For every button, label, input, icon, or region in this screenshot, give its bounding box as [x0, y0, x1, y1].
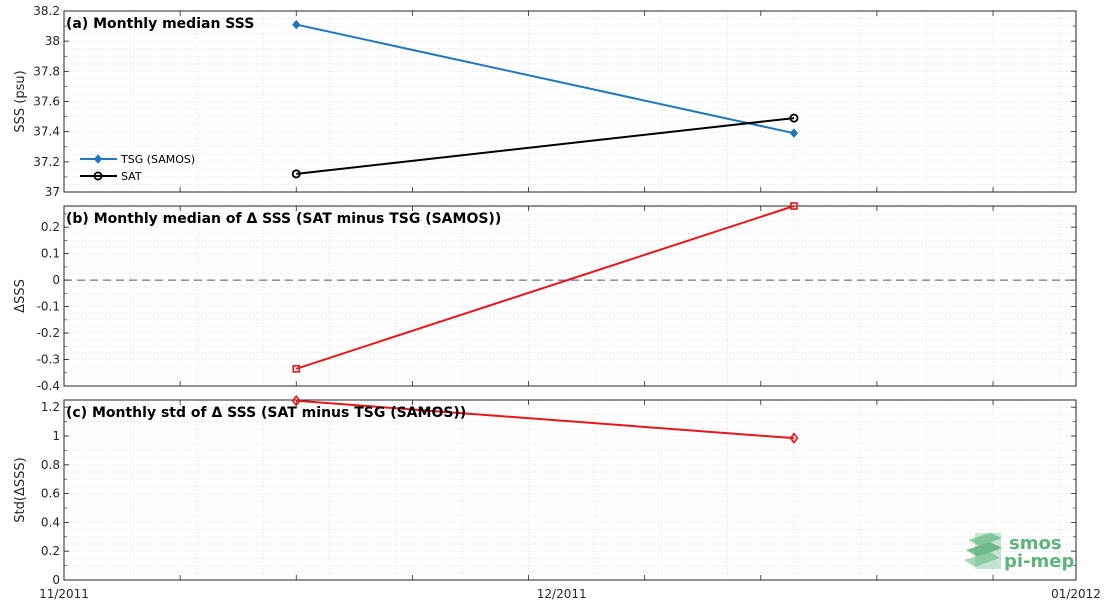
y-tick-label: 0 — [52, 573, 60, 587]
series-line — [296, 117, 795, 175]
y-tick-label: 37.2 — [33, 155, 60, 169]
x-tick-label: 11/2011 — [39, 587, 89, 601]
y-tick-label: 1.2 — [41, 400, 60, 414]
panel-a: 37 37.2 37.4 37.6 37.8 38 38.2 SSS (psu) (a) Mon… — [13, 4, 1077, 199]
axes-box — [63, 205, 1077, 387]
logo-line2: pi-mep — [1004, 551, 1074, 572]
y-tick-label: 0.6 — [41, 487, 60, 501]
data-point — [790, 202, 798, 210]
data-point — [291, 169, 301, 179]
logo-mark — [964, 533, 1002, 569]
y-tick-label: 0.4 — [41, 515, 60, 529]
data-point — [789, 113, 799, 123]
series-line — [296, 399, 795, 440]
legend: TSG (SAMOS) SAT — [80, 153, 195, 183]
data-point — [292, 364, 301, 373]
data-point — [789, 128, 799, 138]
panel-title: (c) Monthly std of Δ SSS (SAT minus TSG … — [66, 405, 466, 421]
series-line — [296, 23, 795, 135]
y-tick-label: 0.1 — [41, 247, 60, 261]
y-tick-label: 38 — [45, 34, 60, 48]
data-point — [291, 394, 301, 407]
y-tick-label: 37.4 — [33, 125, 60, 139]
panel-b: -0.4 -0.3 -0.2 -0.1 0 0.1 0.2 ΔSSS (b) Monthly m… — [13, 202, 1077, 393]
y-tick-label: -0.4 — [37, 379, 60, 393]
panel-title: (b) Monthly median of Δ SSS (SAT minus T… — [66, 211, 501, 227]
y-tick-label: 38.2 — [33, 4, 60, 18]
y-tick-label: -0.1 — [37, 300, 60, 314]
smos-pi-mep-logo: smos pi-mep — [964, 533, 1074, 572]
plot-area — [64, 206, 1076, 386]
y-tick-label: 0 — [52, 273, 60, 287]
data-point — [93, 171, 103, 181]
panel-c: 0 0.2 0.4 0.6 0.8 1 1.2 Std(ΔSSS) (c) Monthly st… — [13, 394, 1077, 587]
y-tick-label: 37.8 — [33, 64, 60, 78]
y-tick-label: 0.2 — [41, 544, 60, 558]
axes-box — [63, 399, 1077, 581]
legend-label: TSG (SAMOS) — [120, 153, 195, 166]
y-tick-label: -0.3 — [37, 353, 60, 367]
axes-box — [63, 10, 1077, 193]
data-point — [789, 432, 799, 444]
plot-area — [64, 11, 1076, 192]
y-axis-label: SSS (psu) — [13, 70, 28, 132]
legend-label: SAT — [121, 170, 142, 183]
data-point — [292, 19, 301, 30]
data-point — [93, 154, 103, 164]
y-tick-label: 1 — [52, 429, 60, 443]
y-tick-label: 0.2 — [41, 220, 60, 234]
plot-area — [64, 400, 1076, 580]
y-tick-label: 37.6 — [33, 95, 60, 109]
y-tick-label: 37 — [45, 185, 60, 199]
logo-line1: smos — [1009, 533, 1062, 554]
y-axis-label: ΔSSS — [13, 279, 28, 313]
y-tick-label: -0.2 — [37, 326, 60, 340]
y-tick-label: 0.8 — [41, 458, 60, 472]
x-tick-label: 01/2012 — [1051, 587, 1101, 601]
panel-title: (a) Monthly median SSS — [66, 16, 254, 32]
x-tick-label: 12/2011 — [537, 587, 587, 601]
series-line — [295, 205, 795, 370]
y-axis-label: Std(ΔSSS) — [13, 457, 28, 522]
